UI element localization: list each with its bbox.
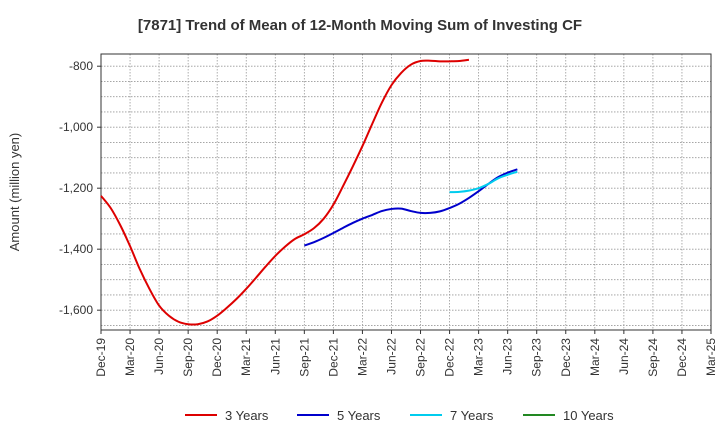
x-tick-label: Sep-20 [181,338,195,377]
series-line-7-years [449,170,518,194]
x-tick-label: Jun-20 [152,338,166,375]
x-tick-label: Dec-19 [94,338,108,377]
grid-layer [101,54,711,330]
chart-title: [7871] Trend of Mean of 12-Month Moving … [138,17,582,34]
x-tick-label: Sep-23 [530,338,544,377]
legend-label: 7 Years [450,408,494,423]
x-tick-label: Jun-21 [268,338,282,375]
y-tick-label: -1,600 [59,303,93,317]
x-tick-label: Dec-24 [675,338,689,377]
y-tick-label: -1,400 [59,242,93,256]
y-tick-label: -800 [69,59,93,73]
x-tick-label: Mar-25 [704,338,718,376]
plot-frame [100,53,712,331]
legend-item-10-years: 10 Years [523,408,614,423]
x-tick-label: Mar-20 [123,338,137,376]
legend-label: 10 Years [563,408,614,423]
x-tick-label: Sep-22 [414,338,428,377]
x-tick-label: Dec-20 [210,338,224,377]
legend-item-7-years: 7 Years [410,408,494,423]
x-tick-label: Mar-24 [588,338,602,376]
y-axis-label: Amount (million yen) [7,133,22,252]
y-tick-label: -1,000 [59,120,93,134]
series-line-5-years [304,168,518,247]
x-tick-label: Mar-22 [355,338,369,376]
x-tick-label: Dec-22 [443,338,457,377]
x-tick-label: Mar-21 [239,338,253,376]
series-line-3-years [100,58,470,326]
legend: 3 Years 5 Years 7 Years 10 Years [185,408,614,423]
x-tick-label: Jun-22 [384,338,398,375]
x-tick-label: Sep-21 [297,338,311,377]
x-tick-label: Jun-24 [617,338,631,375]
x-tick-labels: Dec-19 Mar-20 Jun-20 Sep-20 Dec-20 Mar-21 Jun-… [94,330,718,377]
legend-label: 5 Years [337,408,381,423]
x-tick-label: Sep-24 [646,338,660,377]
x-tick-label: Mar-23 [472,338,486,376]
legend-label: 3 Years [225,408,269,423]
x-tick-label: Dec-23 [559,338,573,377]
y-tick-label: -1,200 [59,181,93,195]
x-tick-label: Jun-23 [501,338,515,375]
y-tick-labels: -800 -1,000 -1,200 -1,400 -1,600 [59,59,101,317]
series-layer [100,58,518,326]
x-tick-label: Dec-21 [326,338,340,377]
legend-item-3-years: 3 Years [185,408,269,423]
legend-item-5-years: 5 Years [297,408,381,423]
